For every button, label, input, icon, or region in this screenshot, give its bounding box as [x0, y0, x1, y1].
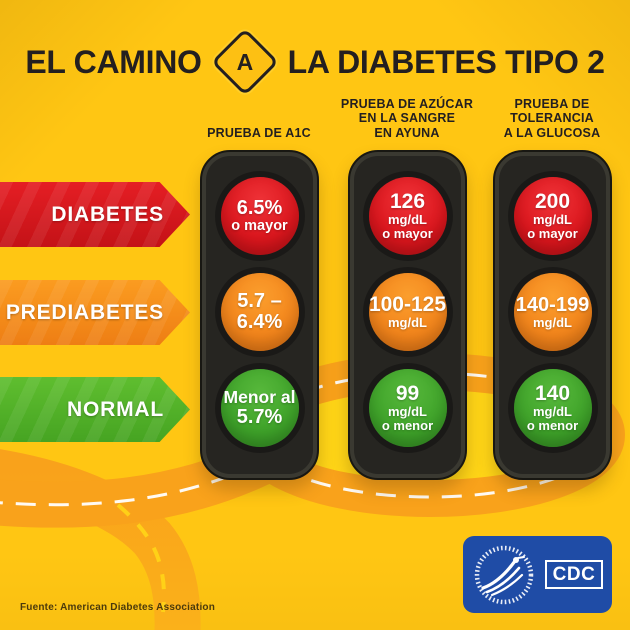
road-center-line-branch: [116, 503, 166, 613]
value-line: 100-125: [368, 292, 447, 316]
tolerance-prediabetes-value: 140-199 mg/dL: [513, 273, 592, 351]
a1c-diabetes-value: 6.5% o mayor: [220, 177, 299, 255]
value-line: 200: [534, 190, 571, 214]
row-label-normal: NORMAL: [0, 377, 190, 442]
traffic-light-glucose-tolerance: 200 mg/dL o mayor 140-199 mg/dL 140 mg/d…: [493, 150, 612, 480]
value-line: o mayor: [231, 217, 288, 234]
title-post: LA DIABETES TIPO 2: [287, 43, 605, 80]
hhs-seal-icon: [474, 545, 534, 605]
value-line: 140-199: [515, 293, 590, 316]
header-line: PRUEBA DE AZÚCAR: [340, 96, 474, 111]
value-line: mg/dL: [533, 404, 572, 420]
header-line: EN AYUNA: [374, 125, 440, 140]
road-sign-icon: A: [210, 28, 279, 96]
value-line: o mayor: [527, 226, 578, 242]
value-line: mg/dL: [533, 212, 572, 228]
a1c-prediabetes-value: 5.7 – 6.4%: [220, 273, 299, 351]
value-line: 5.7 –: [237, 289, 282, 312]
value-line: 99: [395, 382, 420, 406]
column-header-glucose-tolerance: PRUEBA DE TOLERANCIA A LA GLUCOSA: [462, 94, 630, 140]
row-label-prediabetes: PREDIABETES: [0, 280, 190, 345]
tolerance-diabetes-value: 200 mg/dL o mayor: [513, 177, 592, 255]
traffic-light-fasting-sugar: 126 mg/dL o mayor 100-125 mg/dL 99 mg/dL…: [348, 150, 467, 480]
row-label-text: PREDIABETES: [5, 300, 164, 324]
header-line: PRUEBA DE A1C: [207, 125, 311, 140]
header-line: PRUEBA DE: [514, 96, 590, 111]
traffic-light-a1c: 6.5% o mayor 5.7 – 6.4% Menor al 5.7%: [200, 150, 319, 480]
value-line: o mayor: [382, 226, 433, 242]
fasting-diabetes-value: 126 mg/dL o mayor: [368, 177, 447, 255]
header-line: A LA GLUCOSA: [503, 125, 601, 140]
value-line: 126: [389, 190, 426, 214]
value-line: mg/dL: [533, 314, 572, 330]
a1c-normal-value: Menor al 5.7%: [220, 369, 299, 447]
traffic-light-face: 200 mg/dL o mayor 140-199 mg/dL 140 mg/d…: [499, 156, 606, 474]
cdc-acronym-box: CDC: [545, 560, 603, 589]
value-line: mg/dL: [388, 212, 427, 228]
fasting-prediabetes-value: 100-125 mg/dL: [368, 273, 447, 351]
title-pre: EL CAMINO: [25, 43, 202, 80]
cdc-logo: CDC: [463, 536, 612, 613]
value-line: 6.5%: [236, 196, 283, 219]
traffic-light-face: 6.5% o mayor 5.7 – 6.4% Menor al 5.7%: [206, 156, 313, 474]
value-line: 6.4%: [236, 311, 283, 333]
value-line: Menor al: [223, 387, 296, 408]
tolerance-normal-value: 140 mg/dL o menor: [513, 369, 592, 447]
row-label-text: DIABETES: [51, 202, 164, 226]
column-header-a1c: PRUEBA DE A1C: [169, 94, 349, 140]
source-attribution: Fuente: American Diabetes Association: [20, 602, 216, 613]
road-sign-letter: A: [236, 48, 253, 75]
value-line: o menor: [526, 418, 579, 434]
column-header-fasting-sugar: PRUEBA DE AZÚCAR EN LA SANGRE EN AYUNA: [317, 94, 497, 140]
header-line: TOLERANCIA: [510, 111, 594, 125]
value-line: 140: [534, 382, 571, 406]
value-line: mg/dL: [388, 315, 427, 331]
value-line: o menor: [381, 418, 434, 434]
page-title: EL CAMINO A LA DIABETES TIPO 2: [0, 26, 630, 98]
value-line: 5.7%: [236, 405, 283, 428]
value-line: mg/dL: [388, 404, 427, 420]
header-line: EN LA SANGRE: [358, 111, 456, 125]
traffic-light-face: 126 mg/dL o mayor 100-125 mg/dL 99 mg/dL…: [354, 156, 461, 474]
fasting-normal-value: 99 mg/dL o menor: [368, 369, 447, 447]
row-label-diabetes: DIABETES: [0, 182, 190, 247]
cdc-acronym: CDC: [552, 563, 596, 585]
row-label-text: NORMAL: [67, 397, 164, 421]
